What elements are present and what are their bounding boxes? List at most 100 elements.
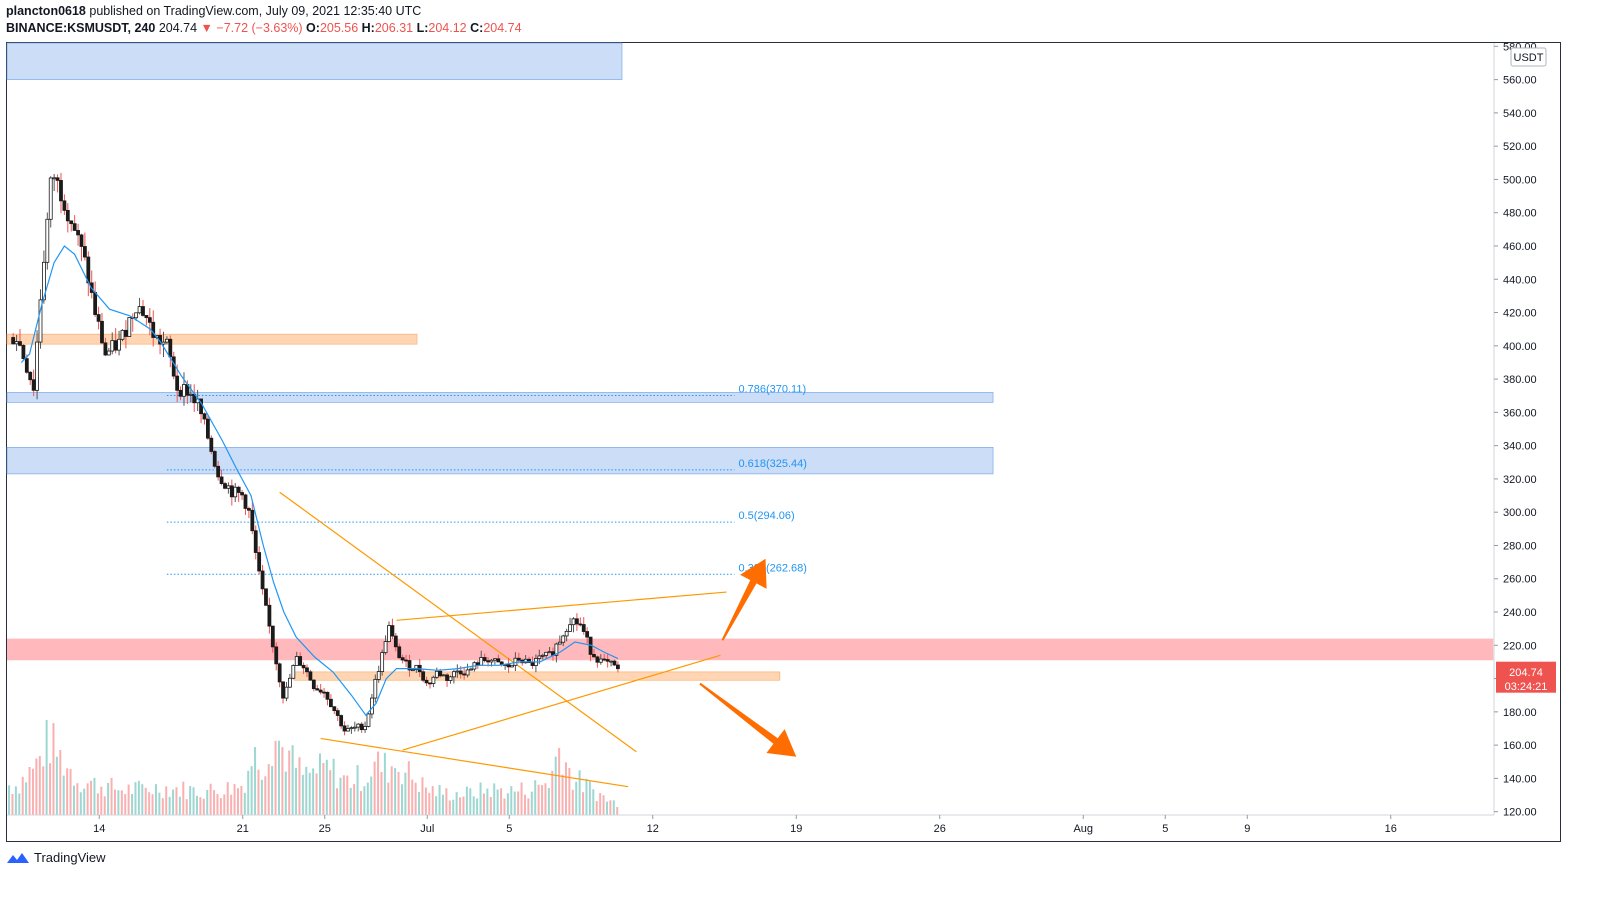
candle-body bbox=[547, 651, 552, 654]
volume-bar bbox=[325, 759, 328, 815]
author-name[interactable]: plancton0618 bbox=[6, 4, 86, 18]
y-tick-label: 440.00 bbox=[1503, 274, 1537, 286]
candle-body bbox=[537, 655, 542, 659]
volume-bar bbox=[616, 807, 619, 815]
trendline-falling-resistance[interactable] bbox=[279, 491, 637, 753]
volume-bar bbox=[407, 761, 410, 815]
candle-body bbox=[151, 321, 156, 338]
volume-bar bbox=[312, 768, 315, 815]
ema-line bbox=[20, 245, 619, 717]
volume-bar bbox=[38, 755, 41, 815]
publish-date: published on TradingView.com, July 09, 2… bbox=[89, 4, 422, 18]
candle-body bbox=[72, 223, 77, 231]
y-tick-label: 120.00 bbox=[1503, 807, 1537, 819]
high-value: 206.31 bbox=[374, 21, 414, 35]
chart-frame[interactable] bbox=[6, 42, 1561, 842]
close-label: C: bbox=[470, 21, 484, 35]
candle-body bbox=[21, 344, 26, 360]
volume-bar bbox=[414, 782, 417, 815]
volume-bar bbox=[349, 787, 352, 815]
candle-body bbox=[438, 670, 443, 677]
candle-body bbox=[253, 530, 258, 553]
candle-body bbox=[55, 177, 60, 181]
x-tick-label: 16 bbox=[1385, 823, 1397, 835]
volume-bar bbox=[353, 784, 356, 815]
volume-bar bbox=[42, 766, 45, 815]
volume-bar bbox=[592, 789, 595, 815]
candle-body bbox=[24, 358, 29, 373]
volume-bar bbox=[380, 771, 383, 815]
x-tick-label: 26 bbox=[934, 823, 946, 835]
candle-body bbox=[595, 656, 600, 663]
candle-body bbox=[561, 635, 566, 643]
volume-bar bbox=[154, 784, 157, 815]
candle-body bbox=[373, 678, 378, 699]
volume-bar bbox=[404, 772, 407, 815]
last-price-tag-value: 204.74 bbox=[1509, 667, 1543, 679]
volume-bar bbox=[595, 801, 598, 815]
candle-body bbox=[110, 340, 115, 352]
volume-bar bbox=[421, 777, 424, 815]
candle-body bbox=[451, 671, 456, 678]
volume-bar bbox=[134, 782, 137, 815]
volume-bar bbox=[332, 758, 335, 815]
volume-bar bbox=[431, 786, 434, 815]
candle-body bbox=[383, 641, 388, 654]
trendline-upper-wedge[interactable] bbox=[396, 591, 727, 621]
low-label: L: bbox=[416, 21, 429, 35]
tradingview-logo-icon bbox=[7, 852, 29, 863]
candle-body bbox=[144, 315, 149, 319]
candle-body bbox=[346, 728, 350, 732]
fib-level-label: 0.618(325.44) bbox=[738, 458, 807, 470]
volume-bar bbox=[356, 765, 359, 815]
high-label: H: bbox=[361, 21, 375, 35]
volume-bar bbox=[69, 768, 72, 815]
volume-bar bbox=[575, 781, 578, 815]
volume-bar bbox=[165, 786, 168, 815]
bullish-arrow[interactable] bbox=[721, 558, 767, 641]
volume-bar bbox=[209, 783, 212, 815]
volume-bar bbox=[554, 756, 557, 815]
candle-body bbox=[527, 658, 531, 664]
candle-body bbox=[127, 317, 132, 337]
candle-body bbox=[523, 658, 528, 664]
zone-blue-top bbox=[6, 42, 623, 80]
trendline-lower-wedge[interactable] bbox=[402, 654, 721, 751]
currency-badge[interactable]: USDT bbox=[1510, 47, 1547, 67]
candle-body bbox=[496, 658, 501, 663]
candle-body bbox=[28, 371, 33, 381]
volume-bar bbox=[418, 791, 421, 815]
volume-bar bbox=[59, 750, 62, 815]
candle-body bbox=[486, 660, 490, 663]
candle-body bbox=[270, 625, 275, 648]
volume-bar bbox=[305, 766, 308, 815]
volume-bar bbox=[96, 793, 99, 815]
candle-body bbox=[291, 665, 296, 679]
candle-body bbox=[376, 671, 381, 680]
bearish-arrow[interactable] bbox=[699, 682, 797, 757]
y-tick-label: 140.00 bbox=[1503, 773, 1537, 785]
volume-bar bbox=[506, 793, 509, 815]
volume-bar bbox=[21, 776, 24, 815]
volume-bar bbox=[55, 756, 58, 815]
y-tick-label: 320.00 bbox=[1503, 474, 1537, 486]
volume-bar bbox=[605, 801, 608, 815]
volume-bar bbox=[537, 784, 540, 815]
volume-bar bbox=[582, 792, 585, 815]
trendline-falling-support[interactable] bbox=[320, 737, 629, 788]
volume-bar bbox=[8, 785, 11, 815]
volume-bar bbox=[308, 772, 311, 815]
tradingview-brand[interactable]: TradingView bbox=[6, 850, 106, 865]
volume-bar bbox=[520, 782, 523, 815]
symbol-label[interactable]: BINANCE:KSMUSDT, 240 bbox=[6, 21, 156, 35]
candle-body bbox=[246, 508, 251, 511]
volume-bar bbox=[459, 797, 462, 815]
volume-bar bbox=[223, 794, 226, 815]
x-tick-label: 12 bbox=[647, 823, 659, 835]
volume-bar bbox=[479, 782, 482, 815]
volume-bar bbox=[62, 775, 65, 815]
volume-bar bbox=[267, 764, 270, 815]
candle-body bbox=[407, 660, 412, 671]
y-tick-label: 180.00 bbox=[1503, 707, 1537, 719]
